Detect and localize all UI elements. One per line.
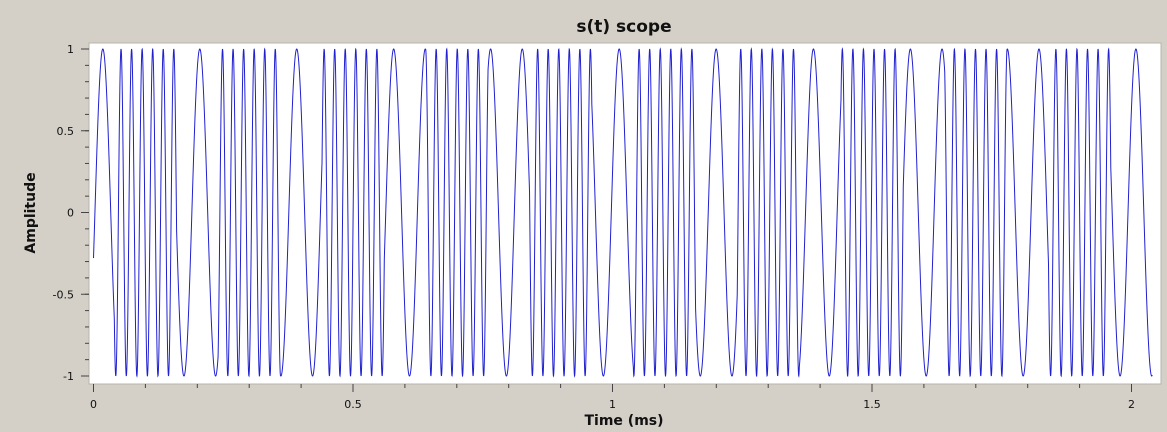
x-tick-label: 1.5 — [863, 398, 881, 411]
x-tick-label: 0 — [90, 398, 97, 411]
chart-title: s(t) scope — [576, 17, 671, 37]
x-tick-label: 0.5 — [344, 398, 362, 411]
y-tick-label: 0.5 — [57, 125, 75, 138]
x-tick-label: 2 — [1128, 398, 1135, 411]
y-axis-label: Amplitude — [23, 172, 39, 253]
y-tick-label: 1 — [67, 43, 74, 56]
x-tick-label: 1 — [609, 398, 616, 411]
y-tick-label: -1 — [63, 370, 74, 383]
y-tick-label: -0.5 — [53, 288, 74, 301]
y-tick-label: 0 — [67, 207, 74, 220]
x-axis-label: Time (ms) — [584, 413, 663, 429]
